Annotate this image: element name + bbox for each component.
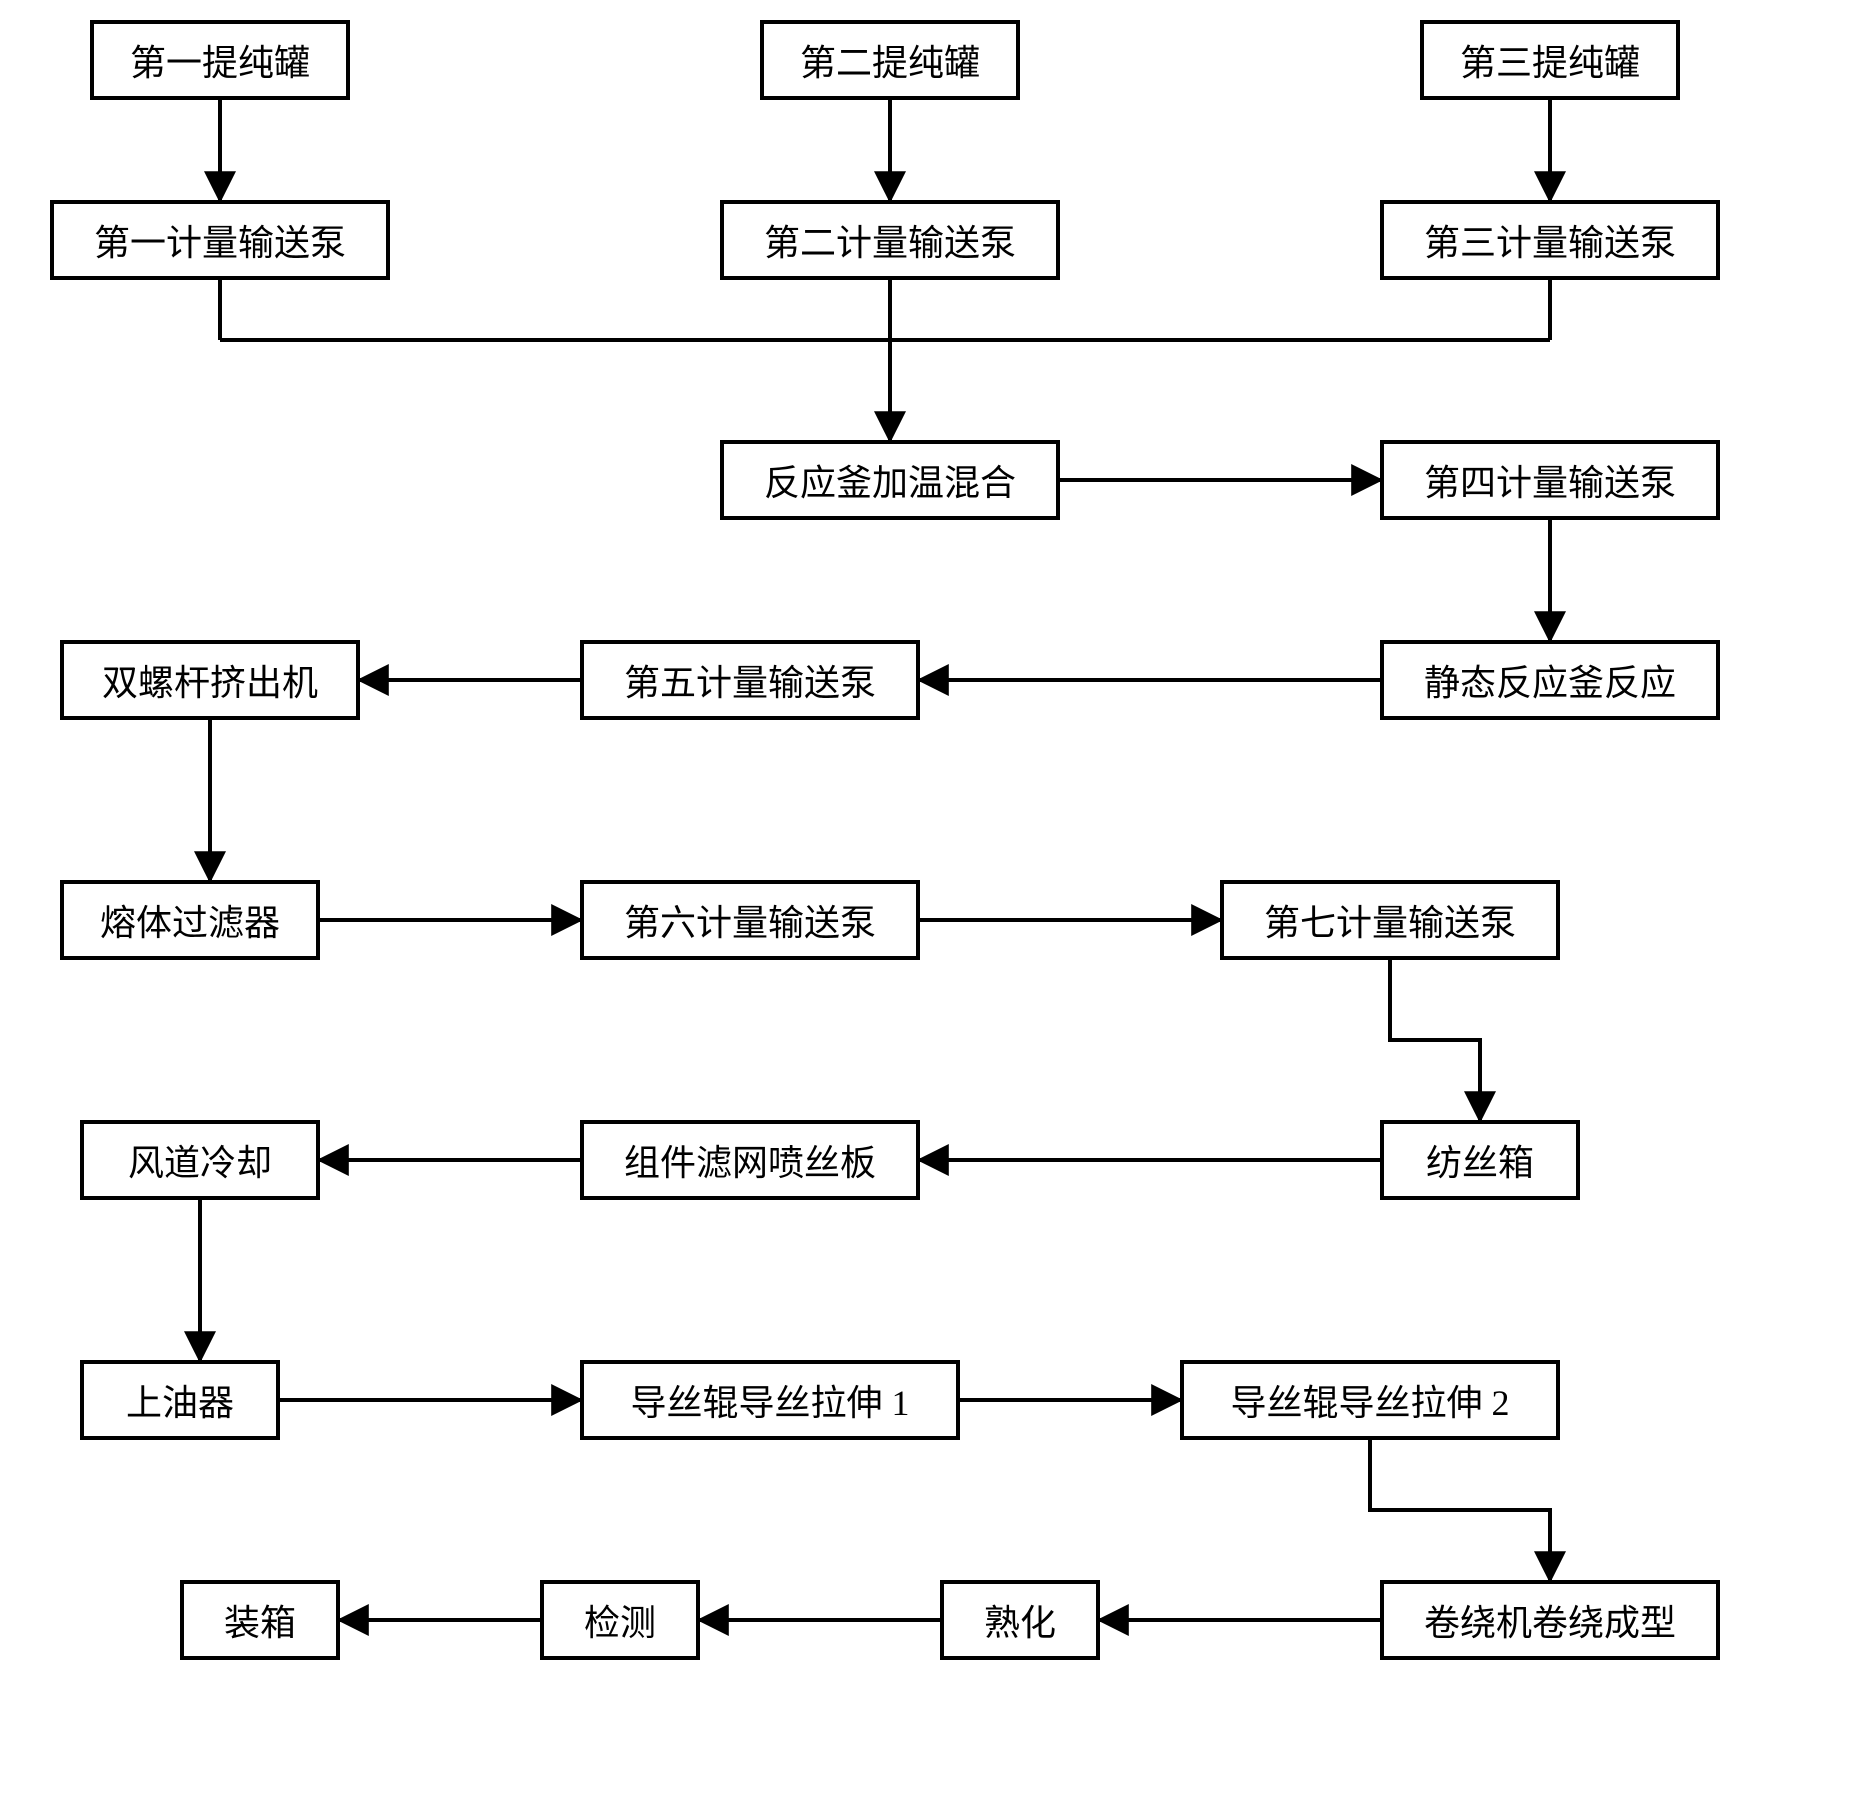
flow-node-r2c1: 反应釜加温混合 bbox=[720, 440, 1060, 520]
flow-node-r1c0: 第一计量输送泵 bbox=[50, 200, 390, 280]
flow-node-r0c2: 第三提纯罐 bbox=[1420, 20, 1680, 100]
flow-node-r0c1: 第二提纯罐 bbox=[760, 20, 1020, 100]
flow-node-r1c1: 第二计量输送泵 bbox=[720, 200, 1060, 280]
flow-node-r7c3: 卷绕机卷绕成型 bbox=[1380, 1580, 1720, 1660]
flow-node-r4c2: 第七计量输送泵 bbox=[1220, 880, 1560, 960]
flow-node-r7c2: 熟化 bbox=[940, 1580, 1100, 1660]
flow-node-r3c0: 双螺杆挤出机 bbox=[60, 640, 360, 720]
flow-node-r7c0: 装箱 bbox=[180, 1580, 340, 1660]
flow-node-r6c2: 导丝辊导丝拉伸 2 bbox=[1180, 1360, 1560, 1440]
flow-node-r5c2: 纺丝箱 bbox=[1380, 1120, 1580, 1200]
flow-node-r3c2: 静态反应釜反应 bbox=[1380, 640, 1720, 720]
flow-node-r3c1: 第五计量输送泵 bbox=[580, 640, 920, 720]
flow-node-r6c1: 导丝辊导丝拉伸 1 bbox=[580, 1360, 960, 1440]
flow-node-r7c1: 检测 bbox=[540, 1580, 700, 1660]
flow-node-r6c0: 上油器 bbox=[80, 1360, 280, 1440]
flow-node-r0c0: 第一提纯罐 bbox=[90, 20, 350, 100]
flow-node-r1c2: 第三计量输送泵 bbox=[1380, 200, 1720, 280]
flow-node-r5c0: 风道冷却 bbox=[80, 1120, 320, 1200]
flow-node-r2c2: 第四计量输送泵 bbox=[1380, 440, 1720, 520]
flow-node-r4c1: 第六计量输送泵 bbox=[580, 880, 920, 960]
flow-node-r4c0: 熔体过滤器 bbox=[60, 880, 320, 960]
flow-node-r5c1: 组件滤网喷丝板 bbox=[580, 1120, 920, 1200]
